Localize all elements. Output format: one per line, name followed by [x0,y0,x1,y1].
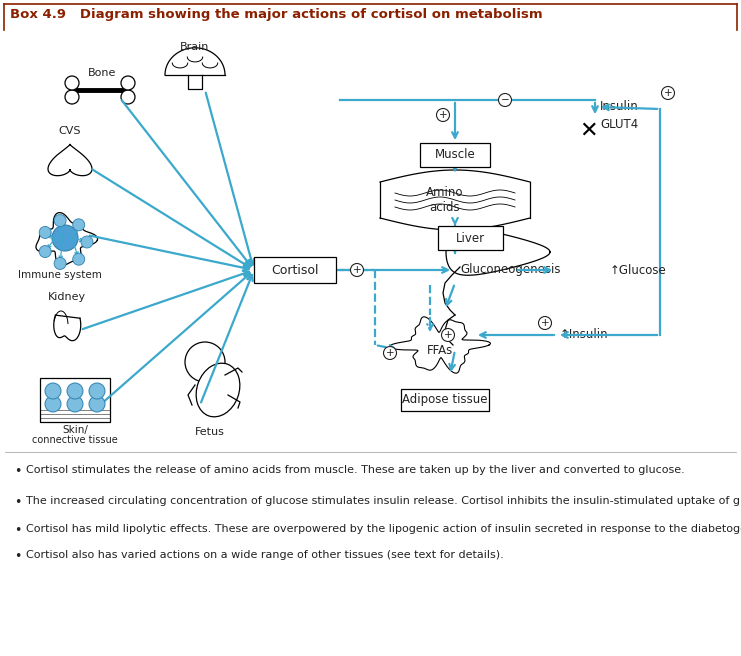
Text: +: + [444,330,452,340]
Text: Immune system: Immune system [18,270,102,280]
FancyBboxPatch shape [437,226,502,250]
Text: ↑Glucose: ↑Glucose [610,264,667,276]
Circle shape [45,396,61,412]
Text: Adipose tissue: Adipose tissue [402,394,488,407]
Text: ↑Insulin: ↑Insulin [560,329,608,342]
Text: Box 4.9   Diagram showing the major actions of cortisol on metabolism: Box 4.9 Diagram showing the major action… [10,8,542,21]
Circle shape [662,87,674,100]
Circle shape [54,257,66,270]
Circle shape [499,94,511,106]
Text: Skin/: Skin/ [62,425,88,435]
Circle shape [67,396,83,412]
Text: Fetus: Fetus [195,427,225,437]
Circle shape [39,245,51,258]
Circle shape [54,215,66,226]
Text: Bone: Bone [88,68,116,78]
Text: •: • [14,524,21,537]
Circle shape [384,346,396,359]
Text: Cortisol has mild lipolytic effects. These are overpowered by the lipogenic acti: Cortisol has mild lipolytic effects. The… [26,524,741,534]
Text: Muscle: Muscle [435,148,476,161]
FancyBboxPatch shape [420,143,490,167]
FancyBboxPatch shape [40,378,110,422]
Text: Gluconeogenesis: Gluconeogenesis [460,264,560,276]
Text: Cortisol: Cortisol [271,264,319,276]
Circle shape [121,76,135,90]
FancyBboxPatch shape [254,257,336,283]
Circle shape [121,90,135,104]
Circle shape [539,316,551,329]
Circle shape [52,225,78,251]
Text: Insulin: Insulin [600,100,639,113]
Text: GLUT4: GLUT4 [600,119,638,131]
Circle shape [73,219,84,231]
Text: •: • [14,465,21,478]
Text: •: • [14,496,21,509]
Text: +: + [353,265,362,275]
Circle shape [65,76,79,90]
Circle shape [73,253,84,265]
FancyBboxPatch shape [401,389,489,411]
Text: FFAs: FFAs [427,344,453,356]
Text: Liver: Liver [456,232,485,245]
Text: Brain: Brain [180,42,210,52]
Text: connective tissue: connective tissue [32,435,118,445]
Text: CVS: CVS [59,126,82,136]
Text: +: + [541,318,549,328]
Text: +: + [439,110,448,120]
Circle shape [436,108,450,121]
Circle shape [185,342,225,382]
Text: Cortisol stimulates the release of amino acids from muscle. These are taken up b: Cortisol stimulates the release of amino… [26,465,685,475]
Text: +: + [664,88,672,98]
Text: +: + [385,348,394,358]
Text: ✕: ✕ [579,121,597,141]
Text: •: • [14,550,21,563]
Circle shape [350,264,364,276]
Circle shape [45,383,61,399]
Circle shape [89,396,105,412]
Circle shape [65,90,79,104]
Text: Cortisol also has varied actions on a wide range of other tissues (see text for : Cortisol also has varied actions on a wi… [26,550,504,560]
Circle shape [67,383,83,399]
Circle shape [39,226,51,238]
Circle shape [81,236,93,248]
Ellipse shape [196,363,240,417]
Text: Amino
acids: Amino acids [426,186,464,214]
Text: The increased circulating concentration of glucose stimulates insulin release. C: The increased circulating concentration … [26,496,741,506]
Text: −: − [501,95,509,105]
Circle shape [89,383,105,399]
Circle shape [442,329,454,342]
Text: Kidney: Kidney [48,292,86,302]
